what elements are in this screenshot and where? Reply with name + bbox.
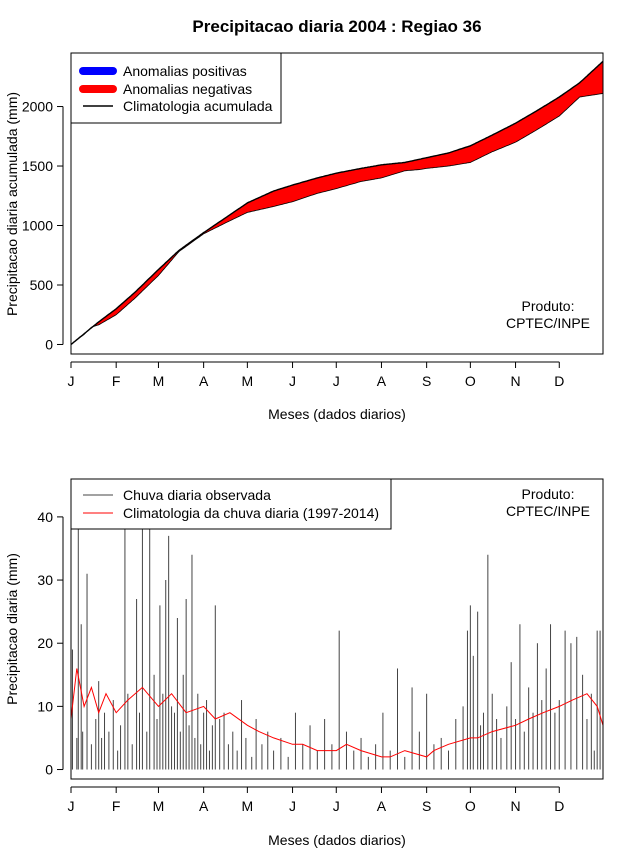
chart1-x-tick-label: J: [333, 373, 340, 389]
chart2-x-tick-label: S: [422, 798, 431, 814]
chart1-y-tick-label: 500: [30, 277, 54, 293]
chart1-product-label-line2: CPTEC/INPE: [506, 315, 590, 331]
chart2-legend-box: [70, 478, 392, 530]
chart2-bars: [70, 516, 604, 770]
chart2-x-tick-label: F: [112, 798, 121, 814]
chart2-y-tick-label: 10: [37, 698, 53, 714]
chart2-legend: Chuva diaria observada Climatologia da c…: [70, 478, 392, 530]
chart1-y-axis: 0 500 1000 1500 2000: [22, 99, 64, 352]
chart2-x-tick-label: J: [289, 798, 296, 814]
chart1-x-tick-label: O: [465, 373, 476, 389]
chart2-legend-label-climatology: Climatologia da chuva diaria (1997-2014): [123, 505, 379, 521]
chart2-x-tick-label: M: [153, 798, 165, 814]
chart1-x-tick-label: M: [153, 373, 165, 389]
chart2-x-tick-label: A: [199, 798, 209, 814]
chart2-x-axis-label: Meses (dados diarios): [268, 832, 406, 848]
chart1-x-axis-label: Meses (dados diarios): [268, 406, 406, 422]
chart1-legend-label-climatology: Climatologia acumulada: [123, 98, 273, 114]
chart1-y-axis-label: Precipitacao diaria acumulada (mm): [4, 92, 20, 316]
chart2-y-tick-label: 40: [37, 509, 53, 525]
chart-title: Precipitacao diaria 2004 : Regiao 36: [192, 17, 481, 36]
chart1-y-tick-label: 0: [45, 336, 53, 352]
chart2-x-tick-label: J: [333, 798, 340, 814]
chart2-y-axis-label: Precipitacao diaria (mm): [4, 553, 20, 705]
chart2-x-tick-label: O: [465, 798, 476, 814]
chart2-product-label-line2: CPTEC/INPE: [506, 503, 590, 519]
chart1-y-tick-label: 1500: [22, 158, 53, 174]
chart1-lines: [70, 60, 604, 346]
chart2-y-tick-label: 20: [37, 635, 53, 651]
chart2-x-tick-label: A: [377, 798, 387, 814]
chart2-y-axis: 0 10 20 30 40: [37, 509, 64, 778]
chart1-legend: Anomalias positivas Anomalias negativas …: [70, 52, 282, 124]
chart2-x-tick-label: M: [242, 798, 254, 814]
chart2-climatology-line: [70, 668, 604, 758]
chart2-x-tick-label: D: [554, 798, 564, 814]
chart2-y-tick-label: 0: [45, 762, 53, 778]
chart2-x-tick-label: N: [510, 798, 520, 814]
chart1-x-tick-label: N: [510, 373, 520, 389]
chart2-y-tick-label: 30: [37, 572, 53, 588]
chart1-climatology-line: [70, 60, 604, 346]
chart2: 0 10 20 30 40 J F M A M J J A S O N D Meses (dados diar…: [4, 478, 604, 848]
chart1-x-tick-label: D: [554, 373, 564, 389]
chart2-product-label-line1: Produto:: [522, 486, 575, 502]
chart1-y-tick-label: 2000: [22, 99, 53, 115]
chart2-x-tick-label: J: [68, 798, 75, 814]
chart1-legend-label-positive: Anomalias positivas: [123, 63, 247, 79]
chart2-legend-label-observed: Chuva diaria observada: [123, 487, 271, 503]
chart1: 0 500 1000 1500 2000 J F M A M J J A S O N D Meses (dad…: [4, 52, 604, 422]
chart1-legend-label-negative: Anomalias negativas: [123, 81, 252, 97]
chart1-x-tick-label: J: [289, 373, 296, 389]
chart2-climatology-series: [70, 668, 604, 758]
chart1-x-tick-label: A: [377, 373, 387, 389]
chart1-x-tick-label: F: [112, 373, 121, 389]
chart1-plot-frame: [70, 52, 604, 355]
chart1-observed-line: [70, 93, 604, 345]
chart1-y-tick-label: 1000: [22, 218, 53, 234]
chart1-x-tick-label: M: [242, 373, 254, 389]
chart1-product-label-line1: Produto:: [522, 298, 575, 314]
chart1-x-tick-label: J: [68, 373, 75, 389]
chart1-x-tick-label: S: [422, 373, 431, 389]
chart1-x-tick-label: A: [199, 373, 209, 389]
